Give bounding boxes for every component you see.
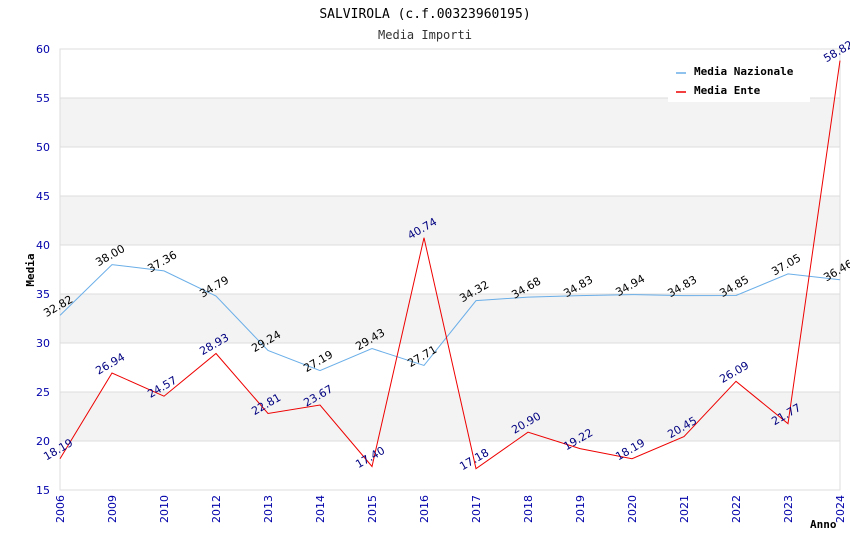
- chart-subtitle: Media Importi: [378, 28, 472, 42]
- y-tick-label: 20: [36, 435, 50, 448]
- series-lines: [59, 60, 841, 470]
- y-tick-label: 15: [36, 484, 50, 497]
- x-tick-label: 2006: [54, 495, 67, 523]
- legend-box: [668, 58, 810, 102]
- legend: Media Nazionale Media Ente: [668, 58, 810, 102]
- x-tick-label: 2009: [106, 495, 119, 523]
- y-axis-label: Media: [24, 253, 37, 286]
- y-tick-label: 60: [36, 43, 50, 56]
- background-band: [60, 98, 840, 147]
- y-tick-label: 35: [36, 288, 50, 301]
- background-band: [60, 441, 840, 490]
- chart-title: SALVIROLA (c.f.00323960195): [319, 7, 530, 22]
- x-tick-label: 2016: [418, 495, 431, 523]
- y-tick-label: 45: [36, 190, 50, 203]
- y-tick-label: 40: [36, 239, 50, 252]
- y-tick-label: 55: [36, 92, 50, 105]
- x-tick-label: 2018: [522, 495, 535, 523]
- background-band: [60, 392, 840, 441]
- x-tick-label: 2010: [158, 495, 171, 523]
- legend-label-ente: Media Ente: [694, 84, 761, 97]
- background-band: [60, 196, 840, 245]
- series-line-nazionale: [59, 264, 841, 372]
- x-tick-label: 2017: [470, 495, 483, 523]
- background-band: [60, 294, 840, 343]
- background-band: [60, 245, 840, 294]
- x-tick-label: 2022: [730, 495, 743, 523]
- x-tick-label: 2024: [834, 495, 847, 523]
- x-ticks: 2006 2009 2010 2012 2013 2014 2015 2016 2017 2018…: [54, 495, 847, 523]
- x-tick-label: 2015: [366, 495, 379, 523]
- x-tick-label: 2013: [262, 495, 275, 523]
- legend-label-nazionale: Media Nazionale: [694, 65, 794, 78]
- y-tick-label: 50: [36, 141, 50, 154]
- x-tick-label: 2021: [678, 495, 691, 523]
- x-tick-label: 2023: [782, 495, 795, 523]
- x-axis-label: Anno: [810, 518, 837, 531]
- background-bands: [60, 49, 840, 490]
- background-band: [60, 147, 840, 196]
- x-tick-label: 2012: [210, 495, 223, 523]
- series-line-ente: [59, 60, 841, 470]
- x-tick-label: 2019: [574, 495, 587, 523]
- y-ticks: 15 20 25 30 35 40 45 50 55 60: [36, 43, 50, 497]
- plot-frame: [59, 48, 841, 491]
- x-tick-label: 2020: [626, 495, 639, 523]
- y-tick-label: 25: [36, 386, 50, 399]
- x-tick-label: 2014: [314, 495, 327, 523]
- y-tick-label: 30: [36, 337, 50, 350]
